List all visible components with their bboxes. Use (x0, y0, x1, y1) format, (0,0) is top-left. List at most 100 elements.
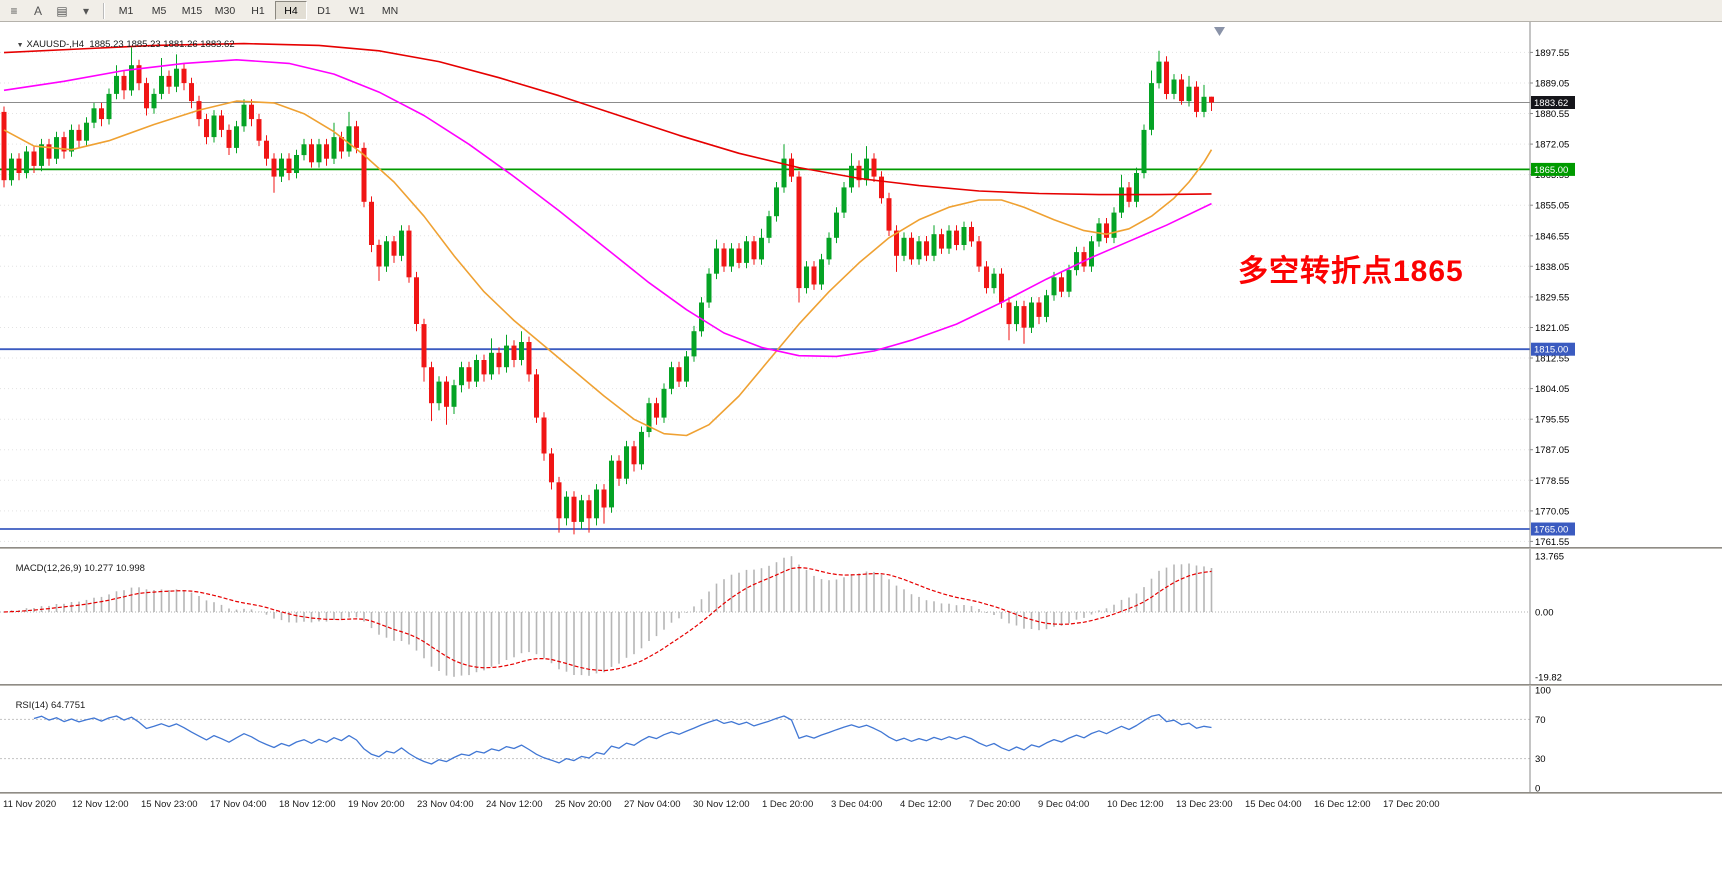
candle-body (76, 129, 82, 141)
time-axis-label: 9 Dec 04:00 (1038, 799, 1090, 810)
tf-button-w1[interactable]: W1 (349, 4, 365, 17)
time-axis-label: 27 Nov 04:00 (624, 799, 681, 810)
time-axis-label: 30 Nov 12:00 (693, 799, 750, 810)
chart-shift-marker-icon[interactable] (1214, 27, 1225, 36)
time-axis-label: 17 Nov 04:00 (210, 799, 267, 810)
ohlc-open: 1885.23 (89, 39, 124, 50)
price-badge-label: 1883.62 (1534, 98, 1568, 109)
price-axis-label: 1872.05 (1535, 140, 1569, 151)
time-axis-label: 17 Dec 20:00 (1383, 799, 1440, 810)
candle-body (819, 259, 824, 285)
time-axis-label: 19 Nov 20:00 (348, 799, 405, 810)
candle-body (766, 216, 772, 238)
tf-button-m15[interactable]: M15 (181, 4, 203, 17)
candle-body (1179, 79, 1184, 102)
candle-body (361, 147, 367, 202)
candle-body (1186, 86, 1192, 102)
time-axis-label: 23 Nov 04:00 (417, 799, 474, 810)
candle-body (39, 144, 44, 166)
candle-body (781, 158, 787, 188)
macd-values: 10.277 10.998 (84, 563, 145, 574)
candle-body (1111, 212, 1117, 238)
candle-body (736, 248, 742, 263)
candle-body (699, 302, 704, 332)
candle-body (346, 126, 352, 152)
annotation-text[interactable]: 多空转折点1865 (1238, 255, 1464, 288)
macd-title: MACD(12,26,9) 10.277 10.998 (5, 552, 145, 585)
candle-body (511, 345, 517, 360)
macd-scale-label: -19.82 (1535, 672, 1562, 683)
panel-divider[interactable] (0, 547, 1722, 549)
tf-button-d1[interactable]: D1 (317, 4, 331, 17)
candle-body (834, 212, 839, 238)
candle-body (879, 176, 884, 199)
cursor-a-icon[interactable]: A (33, 3, 42, 18)
candle-body (579, 500, 584, 522)
candle-body (594, 489, 599, 519)
candle-body (249, 104, 254, 120)
main-chart-canvas[interactable]: 1897.551889.051880.551872.051863.551855.… (0, 22, 1722, 547)
price-axis-label: 1778.55 (1535, 476, 1569, 487)
candle-body (144, 83, 149, 109)
candle-body (466, 367, 472, 382)
candle-body (1051, 277, 1057, 296)
candle-body (234, 126, 239, 148)
candle-body (856, 165, 862, 181)
tf-button-m5[interactable]: M5 (151, 4, 167, 17)
candle-body (226, 129, 232, 148)
price-axis-label: 1846.55 (1535, 231, 1569, 242)
candle-body (309, 144, 314, 163)
price-badge (1531, 522, 1575, 536)
tf-button-mn[interactable]: MN (381, 4, 399, 17)
rsi-scale-label: 100 (1535, 686, 1551, 697)
tf-button-h1[interactable]: H1 (251, 4, 265, 17)
price-axis-label: 1889.05 (1535, 79, 1569, 90)
candle-body (894, 230, 899, 256)
panel-divider[interactable] (0, 684, 1722, 686)
candle-body (1201, 96, 1207, 112)
candle-body (864, 158, 869, 181)
time-axis[interactable]: 11 Nov 2020 12 Nov 12:00 15 Nov 23:00 17 No… (0, 794, 1722, 814)
candle-body (1, 111, 7, 181)
candle-body (1141, 129, 1147, 174)
symbol-dropdown-icon[interactable]: ▼ (16, 42, 24, 49)
macd-name: MACD(12,26,9) (15, 563, 82, 574)
chart-templates-icon[interactable]: ▤ (56, 3, 68, 18)
time-axis-label: 15 Dec 04:00 (1245, 799, 1302, 810)
candle-body (504, 345, 509, 368)
macd-signal-line (3, 566, 1212, 672)
macd-panel-canvas[interactable]: 13.765 0.00 -19.82 (0, 549, 1722, 684)
chart-title: ▼ XAUUSD-,H4 1885.23 1885.23 1881.26 1883… (6, 28, 235, 61)
candle-body (909, 237, 914, 260)
price-badge-label: 1865.00 (1534, 165, 1568, 176)
candle-body (1089, 241, 1094, 267)
candle-body (496, 352, 502, 368)
candle-body (391, 241, 397, 256)
candle-body (654, 403, 659, 418)
candle-body (384, 241, 389, 267)
candle-body (429, 367, 434, 404)
tf-button-h4[interactable]: H4 (275, 1, 307, 20)
candle-body (256, 119, 262, 141)
ohlc-low: 1881.26 (163, 39, 198, 50)
candle-body (24, 151, 29, 174)
candle-body (871, 158, 877, 177)
panel-divider[interactable] (0, 792, 1722, 794)
tf-button-m1[interactable]: M1 (118, 4, 134, 17)
candle-body (586, 500, 592, 519)
price-axis-label: 1812.55 (1535, 354, 1569, 365)
price-axis-label: 1838.05 (1535, 262, 1569, 273)
candle-body (151, 93, 157, 109)
window-menu-icon[interactable]: ≡ (10, 3, 18, 18)
candle-body (189, 83, 194, 102)
candle-body (924, 241, 929, 256)
candle-body (826, 237, 832, 260)
rsi-panel-canvas[interactable]: 100 70 30 0 (0, 686, 1722, 792)
price-axis-label: 1787.05 (1535, 445, 1569, 456)
candle-body (1029, 302, 1034, 328)
dropdown-caret-icon[interactable]: ▾ (82, 3, 90, 18)
candle-body (526, 342, 532, 375)
candle-body (1119, 187, 1124, 213)
tf-button-m30[interactable]: M30 (214, 4, 236, 17)
